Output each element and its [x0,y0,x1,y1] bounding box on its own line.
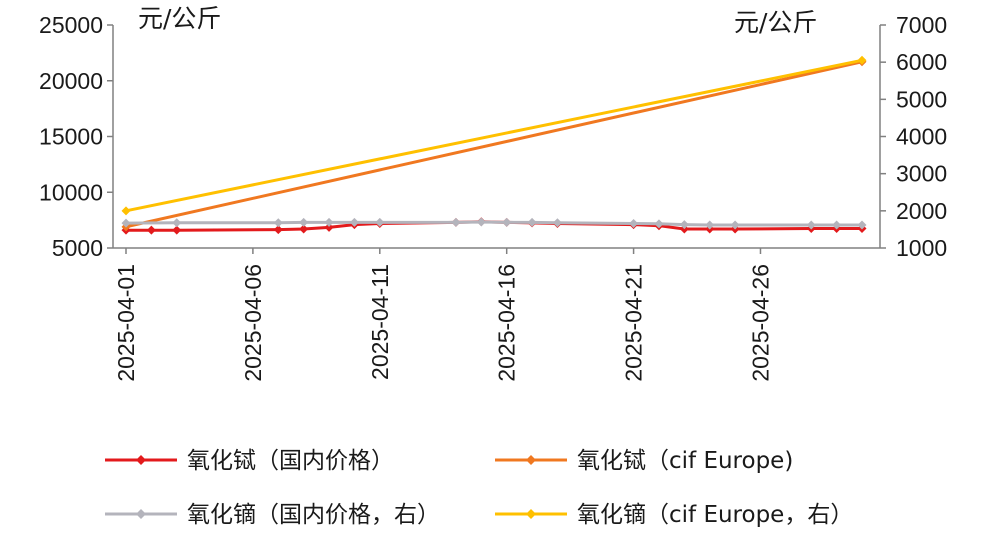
series-point [172,218,182,228]
series-point [679,220,689,230]
right-axis-ticks: 7000 6000 5000 4000 3000 2000 1000 [880,12,947,261]
left-axis-ticks: 25000 20000 15000 10000 5000 [39,12,113,261]
left-tick-label: 10000 [39,179,103,205]
series-3 [121,217,867,230]
series-point [502,217,512,227]
series-point [121,206,131,216]
x-tick-label: 2025-04-01 [113,264,139,382]
left-tick-label: 25000 [39,12,103,38]
series-point [146,225,156,235]
left-unit-label: 元/公斤 [138,4,221,33]
x-tick-label: 2025-04-21 [621,264,647,382]
right-tick-label: 5000 [896,86,947,112]
series-point [273,225,283,235]
x-tick-label: 2025-04-26 [747,264,773,382]
series-point [273,218,283,228]
series-point [857,55,867,65]
legend-label: 氧化铽（cif Europe) [577,448,793,474]
legend-label: 氧化铽（国内价格） [187,448,394,474]
series-point [299,217,309,227]
series-point [375,217,385,227]
series-point [832,220,842,230]
series-point [324,222,334,232]
right-tick-label: 4000 [896,124,947,150]
series-line [125,60,863,229]
right-tick-label: 2000 [896,198,947,224]
right-unit-label: 元/公斤 [734,8,817,37]
series-line [125,58,863,213]
series-point [527,217,537,227]
left-tick-label: 15000 [39,124,103,150]
legend-marker [526,455,536,465]
x-tick-label: 2025-04-16 [494,264,520,382]
legend-marker [526,509,536,519]
series-point [349,217,359,227]
series-point [857,220,867,230]
left-tick-label: 20000 [39,68,103,94]
series-point [730,220,740,230]
legend: 氧化铽（国内价格） 氧化铽（cif Europe) 氧化镝（国内价格，右） 氧化镝（c… [105,448,853,528]
x-tick-label: 2025-04-11 [367,264,393,380]
left-tick-label: 5000 [52,235,103,261]
legend-label: 氧化镝（国内价格，右） [187,502,440,528]
legend-label: 氧化镝（cif Europe，右） [577,502,853,528]
legend-item: 氧化镝（国内价格，右） [105,502,440,528]
x-axis-ticks: 2025-04-01 2025-04-06 2025-04-11 2025-04-16… [113,248,773,382]
legend-marker [136,509,146,519]
legend-marker [136,455,146,465]
series-point [629,218,639,228]
series-4 [121,55,867,216]
series-point [451,217,461,227]
right-tick-label: 6000 [896,49,947,75]
right-tick-label: 1000 [896,235,947,261]
series-point [552,218,562,228]
series-point [654,219,664,229]
series-layer [121,55,867,235]
legend-item: 氧化镝（cif Europe，右） [495,502,853,528]
right-tick-label: 3000 [896,161,947,187]
right-tick-label: 7000 [896,12,947,38]
series-point [806,220,816,230]
series-line [125,220,862,227]
series-point [121,218,131,228]
x-tick-label: 2025-04-06 [240,264,266,382]
legend-item: 氧化铽（cif Europe) [495,448,793,474]
series-point [705,220,715,230]
series-point [299,224,309,234]
series-point [476,217,486,227]
series-point [172,225,182,235]
legend-item: 氧化铽（国内价格） [105,448,394,474]
series-point [324,217,334,227]
